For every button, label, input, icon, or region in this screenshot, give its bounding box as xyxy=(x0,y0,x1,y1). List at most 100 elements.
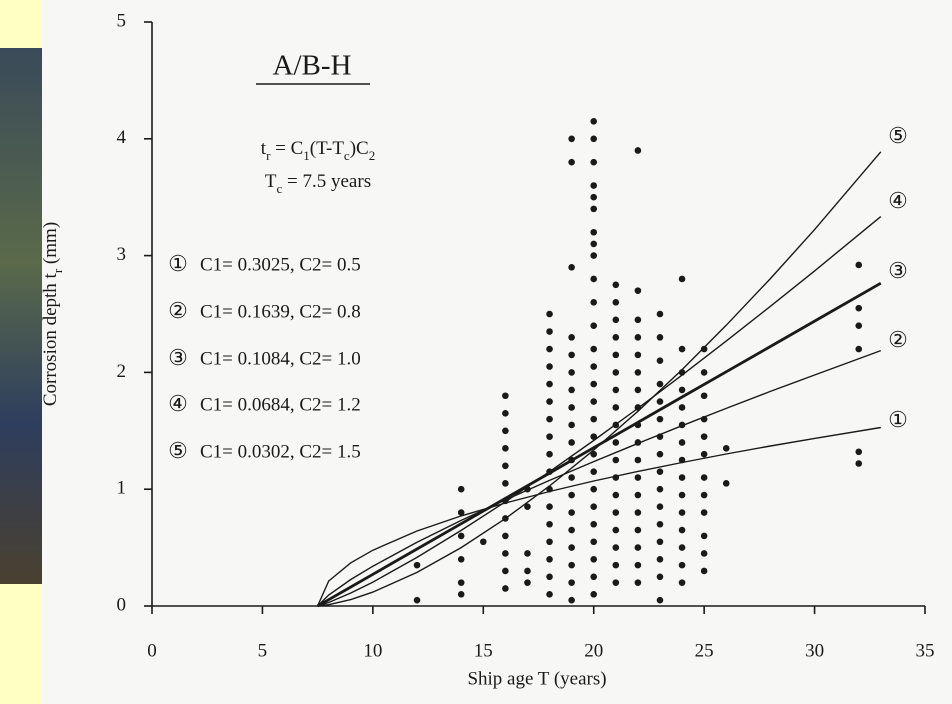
data-point xyxy=(612,334,620,341)
data-point xyxy=(590,398,598,405)
paper xyxy=(42,0,952,704)
data-point xyxy=(700,345,708,353)
data-point xyxy=(413,596,421,604)
data-point xyxy=(568,404,575,411)
data-point xyxy=(722,445,730,452)
data-point xyxy=(634,509,642,516)
y-tick-label: 0 xyxy=(117,594,127,615)
text-part: (T-T xyxy=(310,138,345,159)
data-point xyxy=(413,561,421,569)
data-point xyxy=(524,579,531,586)
background-photo xyxy=(0,48,42,584)
data-point xyxy=(656,380,664,388)
data-point xyxy=(634,386,642,394)
y-tick-label: 5 xyxy=(117,10,127,31)
data-point xyxy=(612,456,620,464)
data-point xyxy=(568,526,575,534)
data-point xyxy=(590,158,598,166)
data-point xyxy=(612,439,620,446)
data-point xyxy=(612,369,620,376)
data-point xyxy=(457,579,465,586)
data-point xyxy=(590,591,598,598)
data-point xyxy=(634,287,642,294)
data-point xyxy=(612,404,620,411)
text-part: = 7.5 years xyxy=(282,171,371,192)
data-point xyxy=(524,503,531,511)
data-point xyxy=(568,351,575,359)
data-point xyxy=(634,474,642,481)
y-axis-label: Corrosion depth tr (mm) xyxy=(40,222,65,406)
data-point xyxy=(678,404,686,411)
data-point xyxy=(546,503,553,511)
data-point xyxy=(590,182,598,189)
data-point xyxy=(590,538,598,546)
data-point xyxy=(590,193,598,201)
data-point xyxy=(634,147,642,154)
data-point xyxy=(524,567,531,575)
data-point xyxy=(590,503,598,511)
data-point xyxy=(502,567,509,575)
data-point xyxy=(855,345,863,353)
data-point xyxy=(700,433,708,440)
y-tick-label: 4 xyxy=(117,127,127,148)
data-point xyxy=(590,433,598,440)
data-point xyxy=(568,561,575,569)
data-point xyxy=(656,468,664,475)
curve-label: ④ xyxy=(888,188,908,213)
data-point xyxy=(634,491,642,499)
data-point xyxy=(656,357,664,365)
data-point xyxy=(678,491,686,499)
x-tick-label: 0 xyxy=(147,640,157,661)
data-point xyxy=(656,485,664,493)
data-point xyxy=(546,310,553,318)
data-point xyxy=(502,532,509,540)
data-point xyxy=(568,596,575,604)
data-point xyxy=(502,480,509,487)
legend-marker: ② xyxy=(168,298,188,323)
text-part: c xyxy=(344,148,350,163)
curve xyxy=(316,281,882,608)
data-point xyxy=(855,460,863,467)
data-point xyxy=(612,281,620,289)
data-point xyxy=(502,550,509,557)
data-point xyxy=(568,263,575,271)
data-point xyxy=(612,561,620,569)
data-point xyxy=(634,334,642,341)
data-point xyxy=(700,567,708,575)
data-point xyxy=(590,345,598,353)
legend-marker: ⑤ xyxy=(168,438,188,463)
data-point xyxy=(568,544,575,551)
data-point xyxy=(634,579,642,586)
x-tick-label: 35 xyxy=(916,640,935,661)
text-part: 1 xyxy=(303,148,310,163)
data-point xyxy=(700,450,708,458)
data-point xyxy=(546,398,553,405)
data-point xyxy=(568,509,575,516)
legend-marker: ③ xyxy=(168,345,188,370)
data-point xyxy=(612,544,620,551)
data-point xyxy=(656,310,664,318)
data-point xyxy=(546,591,553,598)
data-point xyxy=(700,532,708,540)
data-point xyxy=(590,252,598,259)
data-point xyxy=(502,409,509,417)
data-point xyxy=(590,573,598,581)
data-point xyxy=(612,351,620,359)
data-point xyxy=(546,345,553,353)
x-tick-label: 5 xyxy=(258,640,268,661)
data-point xyxy=(590,135,598,143)
y-tick-label: 3 xyxy=(117,244,127,265)
data-point xyxy=(612,526,620,534)
data-point xyxy=(855,304,863,312)
data-point xyxy=(678,439,686,446)
data-point xyxy=(502,427,509,435)
data-point xyxy=(590,228,598,236)
data-point xyxy=(678,579,686,586)
text-part: r xyxy=(50,268,65,273)
data-point xyxy=(568,334,575,341)
data-point xyxy=(634,351,642,359)
data-point xyxy=(546,520,553,528)
data-point xyxy=(546,363,553,370)
data-point xyxy=(634,316,642,324)
